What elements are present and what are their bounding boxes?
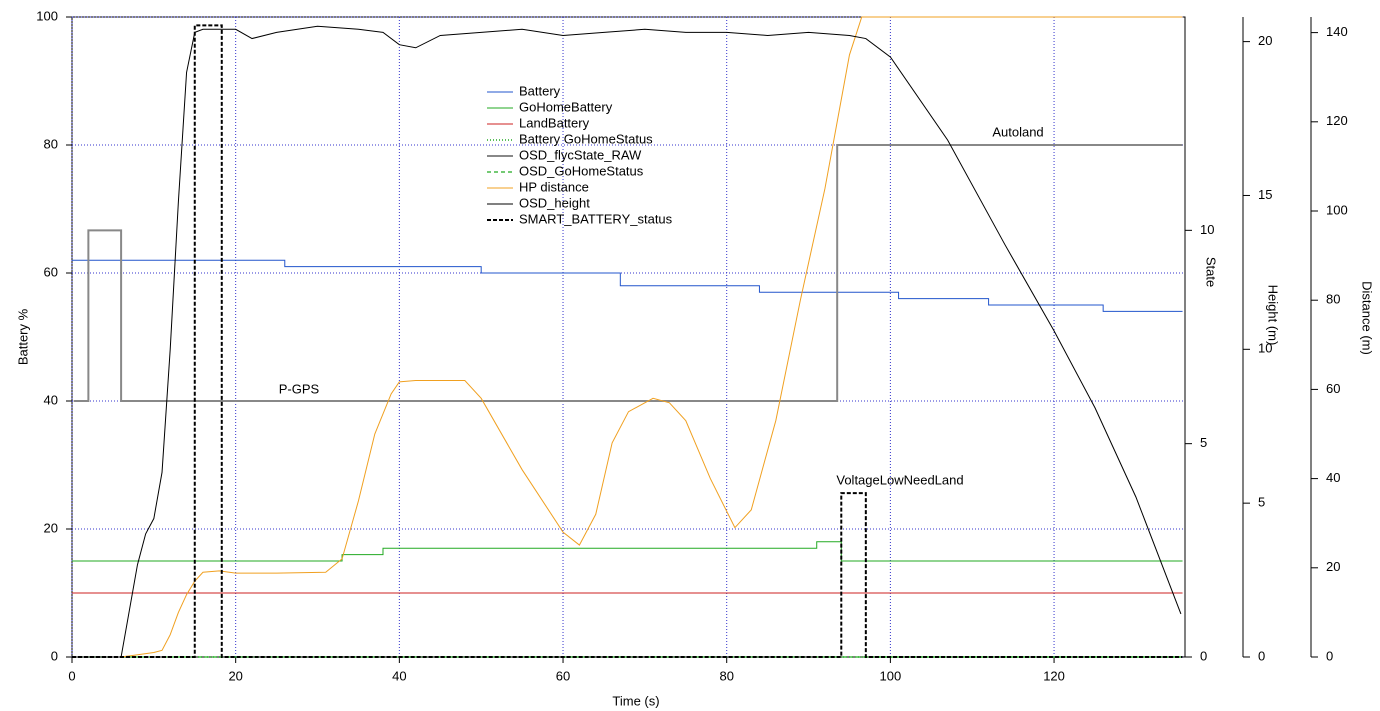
x-tick-label: 0 — [68, 668, 75, 683]
legend-label: OSD_GoHomeStatus — [519, 163, 644, 178]
y4-tick-label: 120 — [1326, 113, 1348, 128]
y-axis-title: Battery % — [15, 308, 30, 365]
y3-tick-label: 20 — [1258, 33, 1272, 48]
y-tick-label: 80 — [44, 136, 58, 151]
y4-tick-label: 0 — [1326, 648, 1333, 663]
y3-tick-label: 5 — [1258, 495, 1265, 510]
y2-tick-label: 5 — [1200, 435, 1207, 450]
y3-tick-label: 15 — [1258, 187, 1272, 202]
x-axis-title: Time (s) — [612, 693, 659, 708]
y3-axis-title: Height (m) — [1266, 285, 1281, 346]
x-tick-label: 80 — [719, 668, 733, 683]
series-line — [72, 16, 1183, 658]
y4-tick-label: 140 — [1326, 24, 1348, 39]
y4-axis-title: Distance (m) — [1360, 281, 1375, 355]
y2-tick-label: 10 — [1200, 222, 1214, 237]
legend-label: OSD_height — [519, 195, 590, 210]
legend-label: GoHomeBattery — [519, 99, 613, 114]
legend-label: LandBattery — [519, 115, 590, 130]
x-tick-label: 20 — [228, 668, 242, 683]
legend-label: OSD_flycState_RAW — [519, 147, 642, 162]
y4-tick-label: 60 — [1326, 381, 1340, 396]
y2-tick-label: 0 — [1200, 648, 1207, 663]
y4-tick-label: 80 — [1326, 292, 1340, 307]
annotation: VoltageLowNeedLand — [836, 472, 963, 487]
y4-tick-label: 40 — [1326, 470, 1340, 485]
y-tick-label: 40 — [44, 392, 58, 407]
y-tick-label: 20 — [44, 520, 58, 535]
y-tick-label: 60 — [44, 264, 58, 279]
series-line — [72, 541, 1183, 562]
legend-label: Battery — [519, 83, 561, 98]
series-line — [72, 24, 1183, 658]
legend-label: Battery GoHomeStatus — [519, 131, 653, 146]
y-tick-label: 0 — [51, 648, 58, 663]
legend-label: HP distance — [519, 179, 589, 194]
x-tick-label: 60 — [556, 668, 570, 683]
x-tick-label: 40 — [392, 668, 406, 683]
y3-tick-label: 0 — [1258, 648, 1265, 663]
series-line — [73, 144, 1183, 402]
x-tick-label: 100 — [880, 668, 902, 683]
y2-axis-title: State — [1204, 257, 1219, 287]
y3-tick-label: 10 — [1258, 341, 1272, 356]
y4-tick-label: 100 — [1326, 202, 1348, 217]
series-line — [72, 25, 1182, 658]
annotation: P-GPS — [279, 381, 320, 396]
y-tick-label: 100 — [36, 8, 58, 23]
x-tick-label: 120 — [1043, 668, 1065, 683]
y4-tick-label: 20 — [1326, 559, 1340, 574]
annotation: Autoland — [992, 124, 1043, 139]
legend-label: SMART_BATTERY_status — [519, 211, 673, 226]
series-line — [72, 259, 1183, 312]
